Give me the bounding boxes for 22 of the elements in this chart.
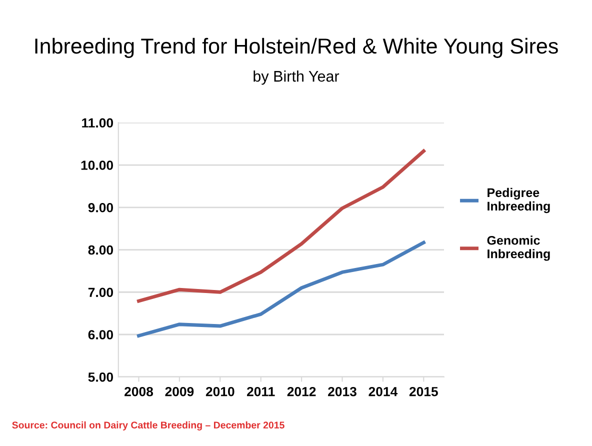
line-series <box>137 240 426 338</box>
x-tick-label: 2013 <box>328 386 356 396</box>
y-tick-label: 10.00 <box>81 160 113 170</box>
x-tick-label: 2011 <box>246 386 275 396</box>
chart-title: Inbreeding Trend for Holstein/Red & White Young Sires <box>35 38 558 58</box>
legend-label: Pedigree Inbreeding <box>488 188 550 214</box>
line-series <box>137 149 426 303</box>
x-tick-label: 2014 <box>368 386 398 396</box>
source-note: Source: Council on Dairy Cattle Breeding – December 2015 <box>12 421 284 430</box>
x-tick-label: 2008 <box>124 386 154 396</box>
y-tick-label: 6.00 <box>88 330 113 340</box>
y-tick-label: 7.00 <box>88 288 113 298</box>
legend-label: Genomic Inbreeding <box>487 236 550 261</box>
y-tick-label: 5.00 <box>88 372 113 382</box>
y-tick-label: 11.00 <box>82 118 113 128</box>
x-tick-label: 2015 <box>409 386 438 396</box>
x-tick-label: 2010 <box>206 386 234 396</box>
y-tick-label: 8.00 <box>88 245 113 255</box>
chart-subtitle: by Birth Year <box>254 70 340 85</box>
y-tick-label: 9.00 <box>88 202 113 212</box>
x-tick-label: 2012 <box>287 386 316 396</box>
x-tick-label: 2009 <box>165 386 194 396</box>
